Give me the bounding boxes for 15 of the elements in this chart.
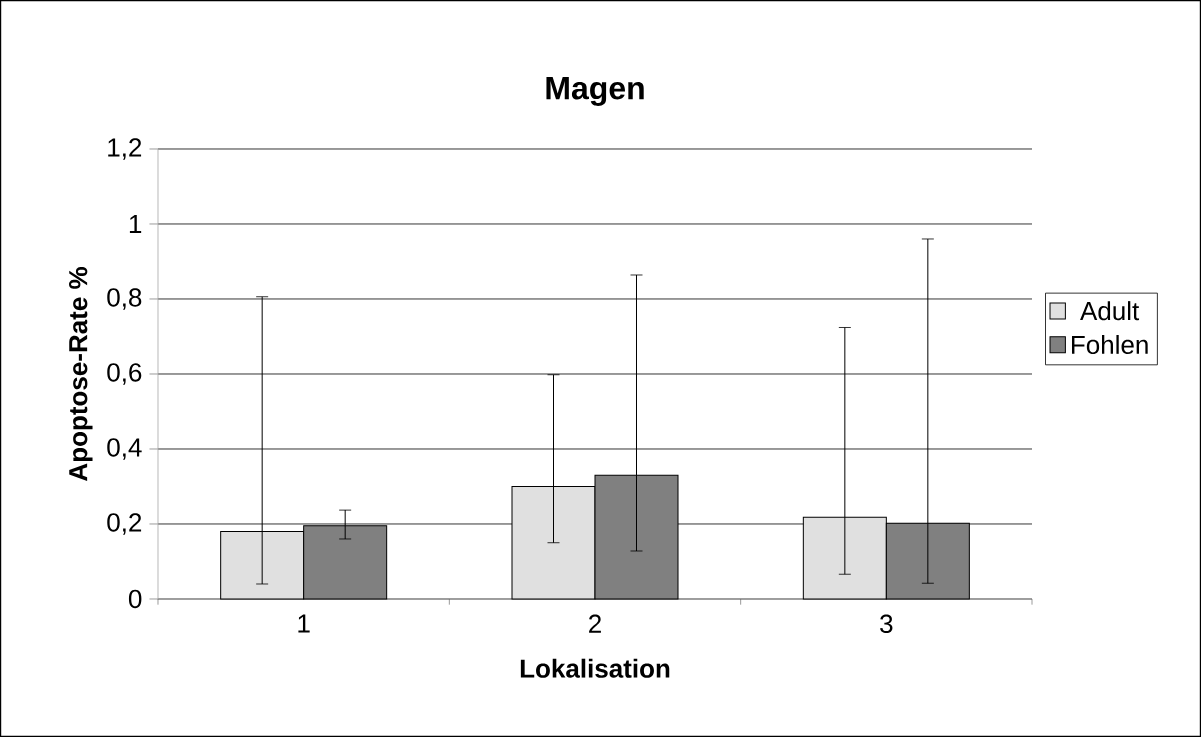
y-tick-label: 1 bbox=[129, 215, 142, 233]
chart-title: Magen bbox=[546, 77, 644, 106]
x-tick-label: 3 bbox=[880, 614, 893, 633]
legend-label: Adult bbox=[1080, 301, 1140, 321]
x-tick-label: 1 bbox=[298, 614, 310, 633]
y-tick-label: 0,2 bbox=[107, 513, 142, 535]
y-tick-label: 0,4 bbox=[107, 438, 142, 460]
legend-label: Fohlen bbox=[1072, 334, 1148, 355]
y-tick-label: 0,6 bbox=[107, 363, 142, 385]
x-axis-title: Lokalisation bbox=[520, 658, 670, 678]
x-tick-label: 2 bbox=[589, 614, 601, 633]
y-tick-label: 1,2 bbox=[108, 138, 142, 160]
y-tick-label: 0 bbox=[128, 589, 142, 609]
y-axis-title: Apoptose-Rate % bbox=[69, 267, 93, 481]
y-tick-label: 0,8 bbox=[107, 288, 142, 310]
